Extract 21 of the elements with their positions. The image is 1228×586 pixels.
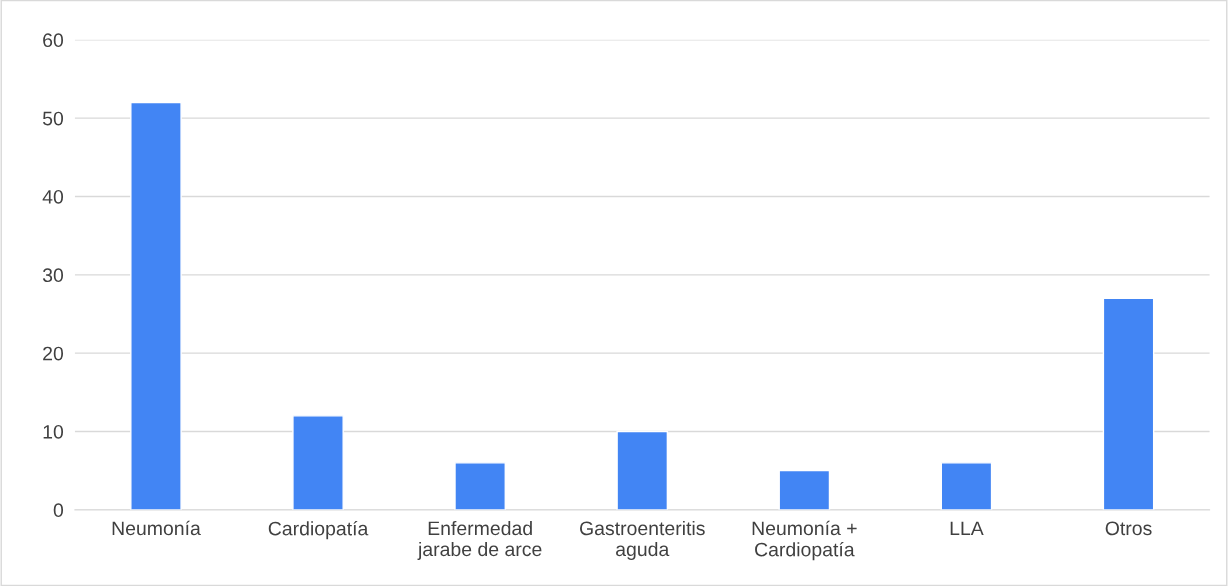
x-tick-label: Cardiopatía [268,520,369,540]
x-tick-label: LLA [950,521,984,536]
y-tick-label: 10 [43,424,64,439]
bar [616,430,669,510]
x-tick-label: Neumonía [112,520,201,536]
x-tick-label: Neumonía + Cardiopatía [752,520,857,561]
y-tick-label: 50 [42,111,64,126]
bar [292,415,344,510]
y-tick-label: 60 [43,33,64,48]
bar [778,469,831,510]
x-tick-label: Otros [1105,521,1152,536]
bar [940,462,993,510]
bar [454,462,506,510]
x-tick-label: Enfermedad jarabe de arce [417,520,542,560]
y-tick-label: 30 [42,268,64,283]
bar [1102,297,1155,510]
bar [130,101,182,510]
y-tick-label: 0 [53,503,64,518]
y-tick-label: 20 [43,346,64,361]
y-tick-label: 40 [42,189,64,204]
x-tick-label: Gastroenteritis aguda [580,520,705,560]
